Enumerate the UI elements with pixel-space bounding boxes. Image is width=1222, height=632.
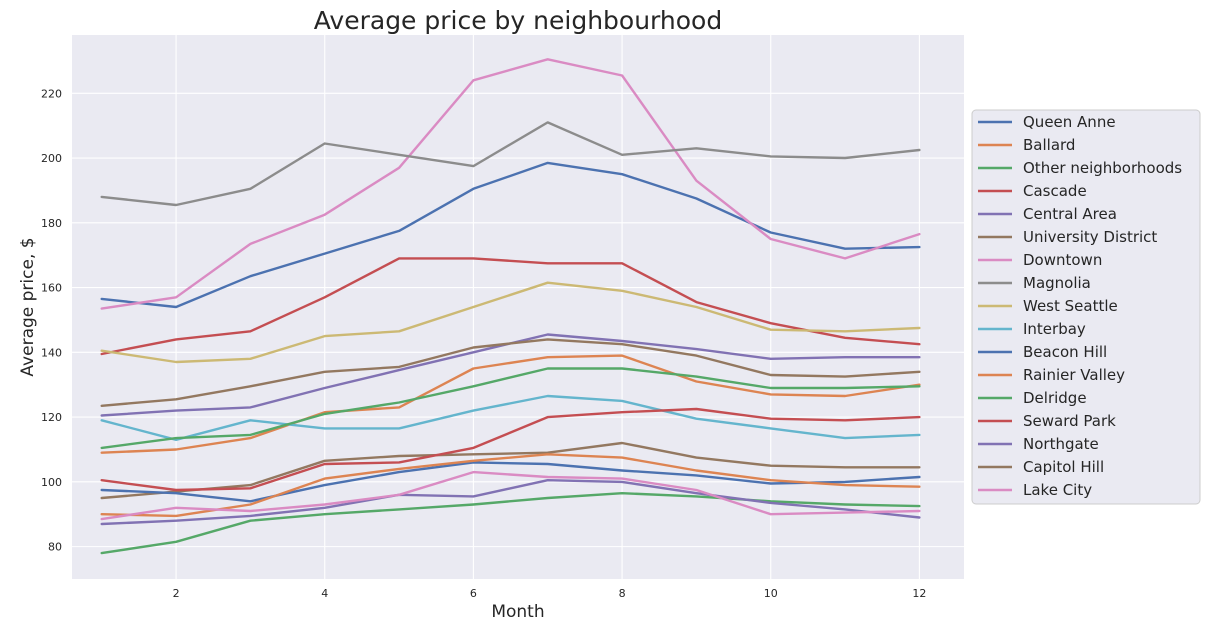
series-line-west-seattle	[100, 281, 921, 364]
y-axis-label: Average price, $	[18, 237, 38, 376]
y-tick-label: 180	[41, 217, 62, 230]
x-tick-label: 6	[470, 587, 477, 600]
legend-label-northgate: Northgate	[1023, 435, 1099, 453]
y-tick-label: 220	[41, 87, 62, 100]
series-line-lake-city	[100, 470, 921, 521]
legend-label-other-neighborhoods: Other neighborhoods	[1023, 159, 1182, 177]
series-line-cascade	[100, 257, 921, 356]
x-tick-label: 12	[912, 587, 926, 600]
series-lines	[100, 58, 921, 555]
legend-label-capitol-hill: Capitol Hill	[1023, 458, 1104, 476]
series-line-seward-park	[100, 407, 921, 492]
series-line-magnolia	[100, 121, 921, 207]
series-line-northgate	[100, 479, 921, 526]
legend: Queen Anne Ballard Other neighborhoods Casc…	[971, 109, 1201, 505]
legend-label-seward-park: Seward Park	[1023, 412, 1116, 430]
x-tick-label: 8	[619, 587, 626, 600]
legend-label-cascade: Cascade	[1023, 182, 1087, 200]
legend-label-magnolia: Magnolia	[1023, 274, 1091, 292]
y-tick-label: 200	[41, 152, 62, 165]
x-axis-label: Month	[491, 602, 544, 622]
legend-label-interbay: Interbay	[1023, 320, 1086, 338]
series-line-queen-anne	[100, 161, 921, 309]
x-tick-label: 10	[764, 587, 778, 600]
y-tick-label: 140	[41, 346, 62, 359]
legend-label-university-district: University District	[1023, 228, 1157, 246]
y-tick-label: 80	[48, 541, 62, 554]
legend-label-beacon-hill: Beacon Hill	[1023, 343, 1107, 361]
series-line-other-neighborhoods	[100, 492, 921, 555]
y-tick-label: 120	[41, 411, 62, 424]
series-line-downtown	[100, 58, 921, 310]
legend-label-lake-city: Lake City	[1023, 481, 1092, 499]
legend-label-west-seattle: West Seattle	[1023, 297, 1118, 315]
y-axis-ticks: 80 100 120 140 160 180 200 220	[41, 87, 62, 553]
legend-label-downtown: Downtown	[1023, 251, 1102, 269]
legend-label-queen-anne: Queen Anne	[1023, 113, 1116, 131]
series-line-delridge	[100, 367, 921, 450]
legend-label-central-area: Central Area	[1023, 205, 1117, 223]
series-line-ballard	[100, 354, 921, 454]
y-tick-label: 160	[41, 282, 62, 295]
series-line-capitol-hill	[100, 338, 921, 407]
legend-label-delridge: Delridge	[1023, 389, 1087, 407]
legend-box	[971, 109, 1201, 505]
legend-label-ballard: Ballard	[1023, 136, 1075, 154]
series-line-interbay	[100, 394, 921, 441]
y-tick-label: 100	[41, 476, 62, 489]
x-axis-ticks: 2 4 6 8 10 12	[173, 587, 927, 600]
chart-title: Average price by neighbourhood	[314, 6, 722, 35]
series-line-beacon-hill	[100, 461, 921, 503]
x-tick-label: 2	[173, 587, 180, 600]
x-tick-label: 4	[321, 587, 328, 600]
series-line-rainier-valley	[100, 453, 921, 518]
legend-label-rainier-valley: Rainier Valley	[1023, 366, 1125, 384]
series-line-university-district	[100, 441, 921, 500]
